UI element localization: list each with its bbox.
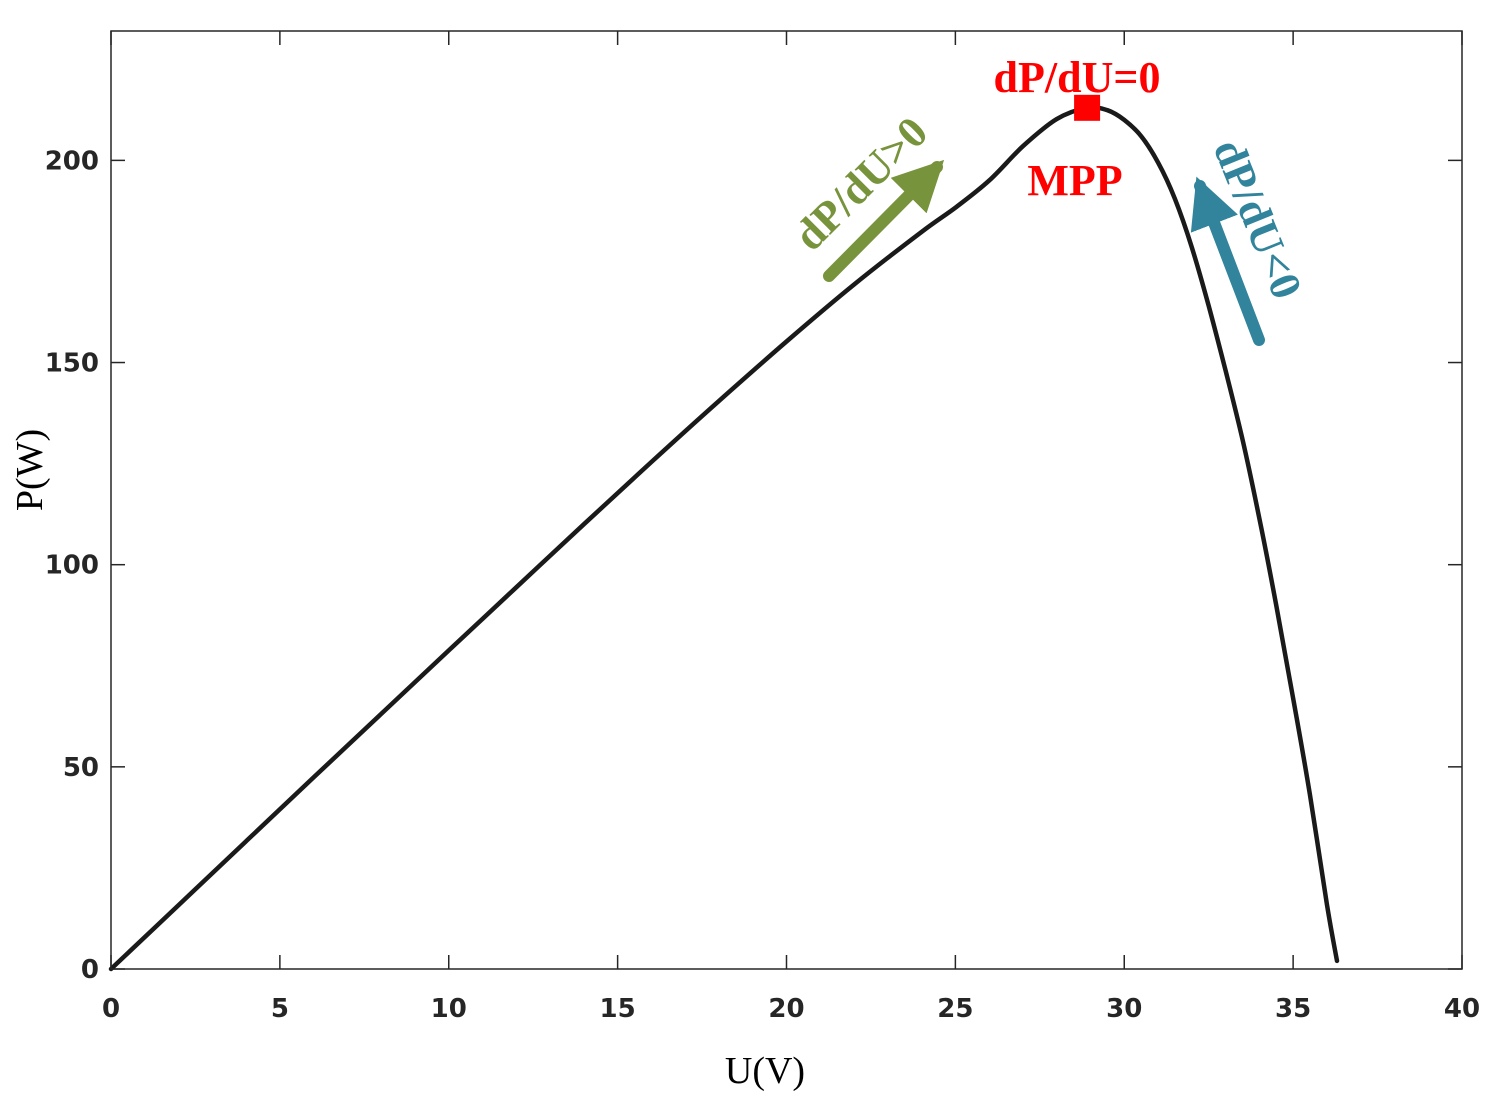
y-tick-label: 50 [63, 753, 99, 783]
y-tick-label: 200 [45, 146, 99, 176]
x-tick-label: 40 [1444, 994, 1480, 1024]
x-tick-label: 35 [1275, 994, 1311, 1024]
x-tick-label: 30 [1106, 994, 1142, 1024]
y-tick-label: 150 [45, 349, 99, 379]
x-tick-label: 20 [768, 994, 804, 1024]
label-dpdu-zero: dP/dU=0 [994, 53, 1161, 102]
axis-tick-labels: 0 5 10 15 20 25 30 35 40 0 50 100 150 200 [45, 146, 1480, 1024]
arrow-decreasing-power [1190, 176, 1265, 346]
x-tick-label: 0 [102, 994, 120, 1024]
arrow-increasing-power [823, 159, 945, 282]
x-axis-title: U(V) [725, 1050, 805, 1092]
x-tick-label: 25 [937, 994, 973, 1024]
y-tick-label: 0 [81, 955, 99, 985]
plot-frame [110, 30, 1463, 970]
label-mpp: MPP [1027, 156, 1122, 205]
y-tick-label: 100 [45, 551, 99, 581]
x-tick-label: 5 [271, 994, 289, 1024]
x-tick-label: 10 [431, 994, 467, 1024]
series-line-pu-curve [108, 105, 1340, 972]
x-tick-label: 15 [600, 994, 636, 1024]
y-axis-title: P(W) [9, 429, 51, 511]
mpp-marker [1074, 94, 1101, 121]
